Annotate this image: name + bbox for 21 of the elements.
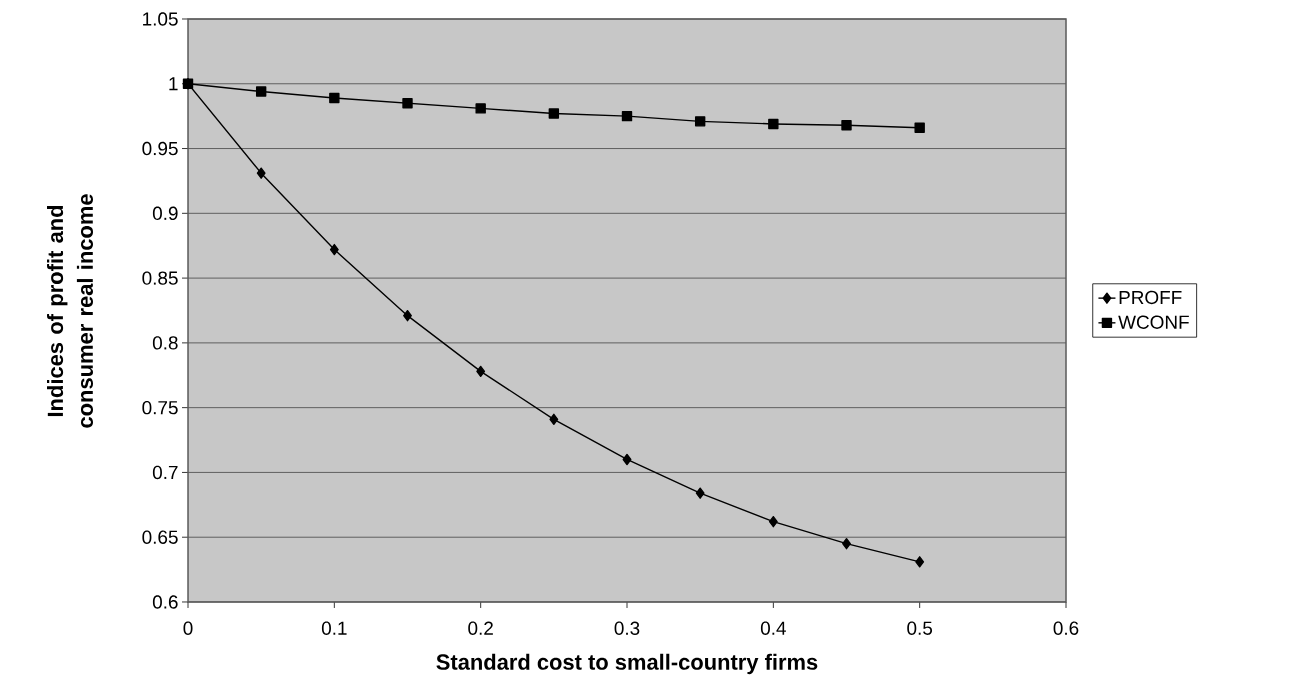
x-tick-label: 0	[183, 621, 193, 635]
y-tick-label: 0.75	[142, 400, 178, 415]
x-tick-label: 0.1	[321, 621, 347, 635]
y-tick-label: 1.05	[143, 12, 178, 26]
y-tick-label: 0.6	[152, 595, 178, 609]
y-tick-label: 0.9	[152, 206, 178, 221]
y-tick-label: 0.7	[152, 465, 178, 480]
y-tick-label: 0.95	[142, 141, 178, 156]
y-tick-label: 0.8	[152, 336, 178, 350]
x-tick-label: 0.6	[1053, 621, 1079, 635]
y-tick-label: 0.85	[142, 271, 178, 285]
x-tick-label: 0.2	[468, 621, 493, 635]
legend-label: PROFF	[1119, 290, 1182, 305]
x-tick-label: 0.5	[907, 621, 933, 635]
y-tick-label: 0.65	[142, 530, 178, 544]
x-axis-title: Standard cost to small-country firms	[436, 653, 818, 675]
x-tick-label: 0.3	[614, 621, 640, 635]
x-tick-label: 0.4	[760, 621, 786, 635]
y-axis-title: Indices of profit and consumer real income	[47, 194, 94, 428]
y-tick-label: 1	[169, 77, 178, 91]
legend-label: WCONF	[1118, 315, 1189, 329]
